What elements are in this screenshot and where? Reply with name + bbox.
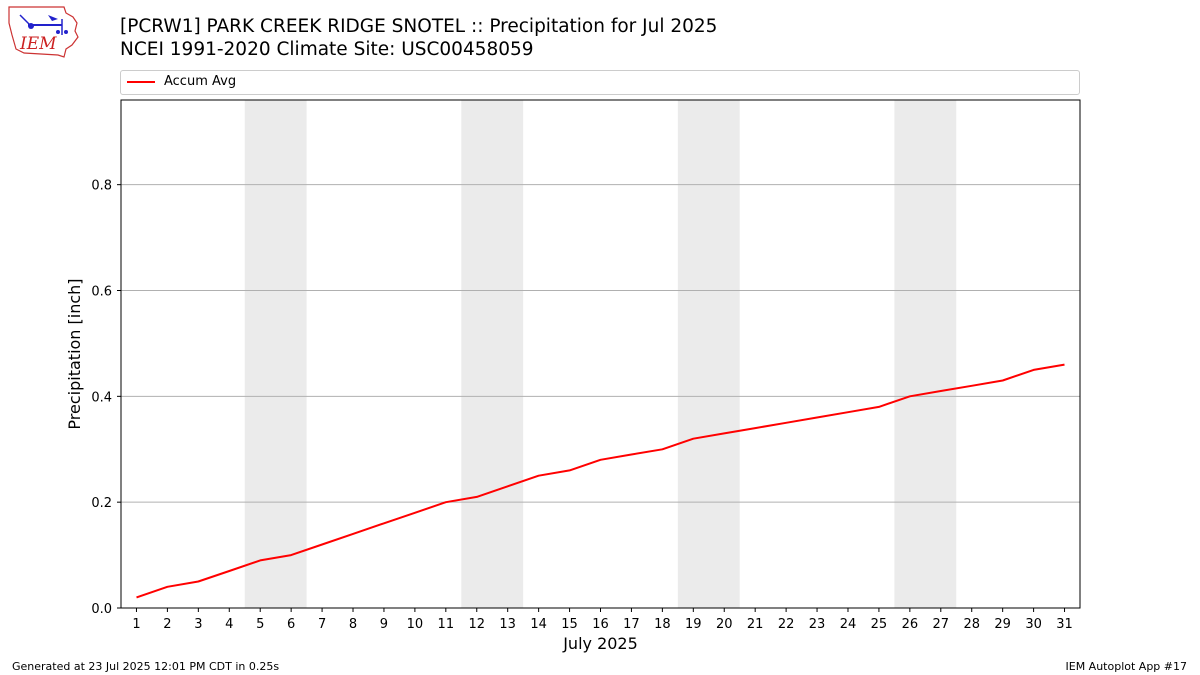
weekend-band <box>244 100 307 608</box>
weekend-band <box>461 100 524 608</box>
x-tick-label: 18 <box>654 617 671 632</box>
x-tick-label: 14 <box>530 617 547 632</box>
x-tick-label: 19 <box>685 617 702 632</box>
logo-text: IEM <box>19 34 57 54</box>
legend: Accum Avg <box>120 70 1080 95</box>
x-tick-label: 16 <box>592 617 609 632</box>
x-tick-label: 1 <box>132 617 140 632</box>
x-axis-label: July 2025 <box>562 634 638 653</box>
x-tick-label: 5 <box>256 617 264 632</box>
y-axis-label: Precipitation [inch] <box>65 278 84 429</box>
x-tick-label: 27 <box>933 617 950 632</box>
weekend-band <box>677 100 740 608</box>
x-tick-label: 28 <box>963 617 980 632</box>
x-tick-label: 22 <box>778 617 795 632</box>
x-tick-label: 12 <box>468 617 485 632</box>
series-line-accum-avg <box>136 363 1065 599</box>
x-tick-label: 7 <box>318 617 326 632</box>
chart-title: [PCRW1] PARK CREEK RIDGE SNOTEL :: Preci… <box>120 16 718 37</box>
generated-timestamp: Generated at 23 Jul 2025 12:01 PM CDT in… <box>12 660 280 673</box>
x-tick-label: 13 <box>499 617 516 632</box>
chart-subtitle: NCEI 1991-2020 Climate Site: USC00458059 <box>120 39 534 60</box>
x-tick-label: 21 <box>747 617 764 632</box>
weekend-band <box>894 100 957 608</box>
iem-logo: IEM <box>6 5 82 61</box>
y-tick-label: 0.0 <box>91 602 112 617</box>
x-tick-label: 26 <box>902 617 919 632</box>
x-tick-label: 17 <box>623 617 640 632</box>
x-tick-label: 25 <box>871 617 888 632</box>
x-tick-label: 3 <box>194 617 202 632</box>
x-tick-label: 9 <box>380 617 388 632</box>
x-tick-label: 30 <box>1025 617 1042 632</box>
weekend-shading <box>244 100 957 608</box>
y-tick-label: 0.6 <box>91 285 112 300</box>
x-tick-label: 2 <box>163 617 171 632</box>
legend-swatch <box>127 81 155 83</box>
axis-ticks: 1 2 3 4 5 6 7 8 9 10 11 12 13 14 15 16 17 18 19 20 21 22 23 24 2… <box>91 179 1072 632</box>
y-tick-label: 0.2 <box>91 496 112 511</box>
x-tick-label: 4 <box>225 617 233 632</box>
series-layer <box>136 363 1065 599</box>
x-tick-label: 29 <box>994 617 1011 632</box>
x-tick-label: 23 <box>809 617 826 632</box>
x-tick-label: 10 <box>407 617 424 632</box>
x-tick-label: 8 <box>349 617 357 632</box>
app-credit: IEM Autoplot App #17 <box>1065 660 1188 673</box>
x-tick-label: 31 <box>1056 617 1073 632</box>
x-tick-label: 20 <box>716 617 733 632</box>
iem-logo-icon: IEM <box>8 6 79 58</box>
x-tick-label: 6 <box>287 617 295 632</box>
legend-label: Accum Avg <box>164 74 237 89</box>
gridlines <box>121 184 1080 503</box>
x-tick-label: 24 <box>840 617 857 632</box>
x-tick-label: 15 <box>561 617 578 632</box>
y-tick-label: 0.8 <box>91 179 112 194</box>
y-tick-label: 0.4 <box>91 390 112 405</box>
x-tick-label: 11 <box>438 617 455 632</box>
